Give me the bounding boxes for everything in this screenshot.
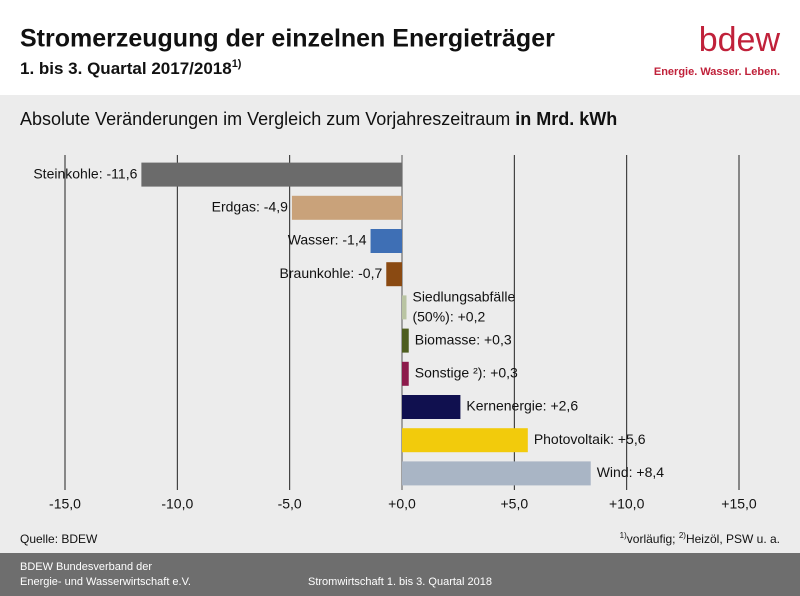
bar <box>291 195 402 220</box>
source: Quelle: BDEW <box>20 532 98 546</box>
bar <box>402 328 409 353</box>
x-tick-label: +5,0 <box>501 496 529 512</box>
bar <box>402 295 407 320</box>
bar <box>402 428 528 453</box>
chart-subtitle: Absolute Veränderungen im Vergleich zum … <box>20 109 617 129</box>
footnotes: 1)vorläufig; 2)Heizöl, PSW u. a. <box>620 531 780 546</box>
slide-subtitle: 1. bis 3. Quartal 2017/20181) <box>20 58 242 79</box>
plot: -15,0 -10,0 -5,0 +0,0 +5,0 +10,0 +15,0 Steinkoh… <box>33 155 757 512</box>
bar <box>370 229 402 253</box>
data-label: Braunkohle: -0,7 <box>280 265 383 281</box>
data-label: Photovoltaik: +5,6 <box>534 431 646 447</box>
footnote-mark: 2) <box>679 531 686 540</box>
bar <box>386 262 402 287</box>
x-tick-label: +15,0 <box>721 496 757 512</box>
bar <box>141 162 403 187</box>
data-label-line: Siedlungsabfälle <box>412 288 515 304</box>
data-label-line: (50%): +0,2 <box>412 308 485 324</box>
slide-title: Stromerzeugung der einzelnen Energieträg… <box>20 25 555 53</box>
data-label: Steinkohle: -11,6 <box>33 165 137 181</box>
footnote: vorläufig; <box>627 532 676 546</box>
data-label: Wind: +8,4 <box>597 464 665 480</box>
footer-center: Stromwirtschaft 1. bis 3. Quartal 2018 <box>308 576 492 588</box>
chart-unit: in Mrd. kWh <box>515 109 617 129</box>
data-label: Kernenergie: +2,6 <box>466 398 578 414</box>
bar <box>402 461 591 486</box>
footer-org: Energie- und Wasserwirtschaft e.V. <box>20 576 191 588</box>
logo-tagline: Energie. Wasser. Leben. <box>654 66 780 78</box>
data-label: Erdgas: -4,9 <box>212 199 288 215</box>
footnote-mark: 1) <box>232 58 242 70</box>
footnote-mark: 1) <box>620 531 627 540</box>
footer-band <box>0 553 800 596</box>
x-tick-label: +0,0 <box>388 496 416 512</box>
bar <box>402 395 461 419</box>
footnote: Heizöl, PSW u. a. <box>686 532 780 546</box>
x-tick-label: -5,0 <box>278 496 302 512</box>
x-tick-label: +10,0 <box>609 496 645 512</box>
x-tick-label: -15,0 <box>49 496 81 512</box>
data-label: Biomasse: +0,3 <box>415 331 512 347</box>
x-tick-label: -10,0 <box>161 496 193 512</box>
data-label: Wasser: -1,4 <box>288 232 367 248</box>
bar <box>402 361 409 386</box>
data-label: Siedlungsabfälle (50%): +0,2 <box>412 288 515 324</box>
footer-org: BDEW Bundesverband der <box>20 561 152 573</box>
data-label: Sonstige ²): +0,3 <box>415 365 518 381</box>
chart-subtitle-text: Absolute Veränderungen im Vergleich zum … <box>20 109 510 129</box>
logo: bdew <box>699 21 781 59</box>
slide-subtitle-text: 1. bis 3. Quartal 2017/2018 <box>20 59 232 78</box>
